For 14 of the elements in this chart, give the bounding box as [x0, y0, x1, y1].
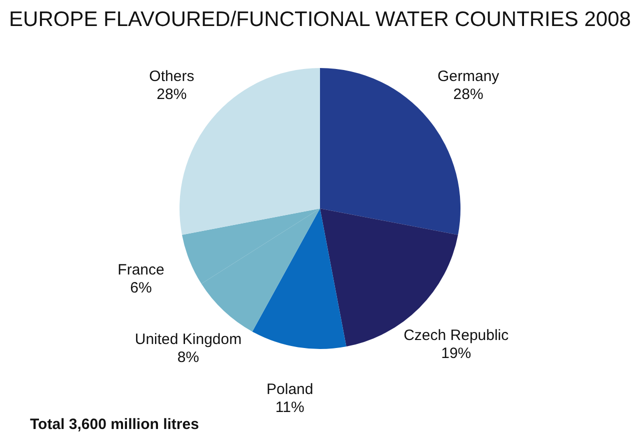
- slice-label: France: [118, 262, 164, 279]
- data-label: 6%: [130, 280, 152, 297]
- slice-label: United Kingdom: [134, 330, 242, 348]
- slice-label: Others: [149, 68, 194, 85]
- text: Total 3,600 million litres: [30, 416, 199, 433]
- data-label: 11%: [275, 398, 304, 416]
- data-label: 8%: [177, 348, 200, 366]
- data-label: 28%: [453, 86, 484, 103]
- slice-label: Germany: [437, 68, 500, 85]
- data-label: 19%: [441, 344, 472, 362]
- data-label: 28%: [156, 86, 187, 103]
- chart-title: EUROPE FLAVOURED/FUNCTIONAL WATER COUNTRIES 2008: [8, 8, 632, 32]
- slice-label: Czech Republic: [404, 326, 510, 344]
- slice-label: Poland: [266, 380, 314, 398]
